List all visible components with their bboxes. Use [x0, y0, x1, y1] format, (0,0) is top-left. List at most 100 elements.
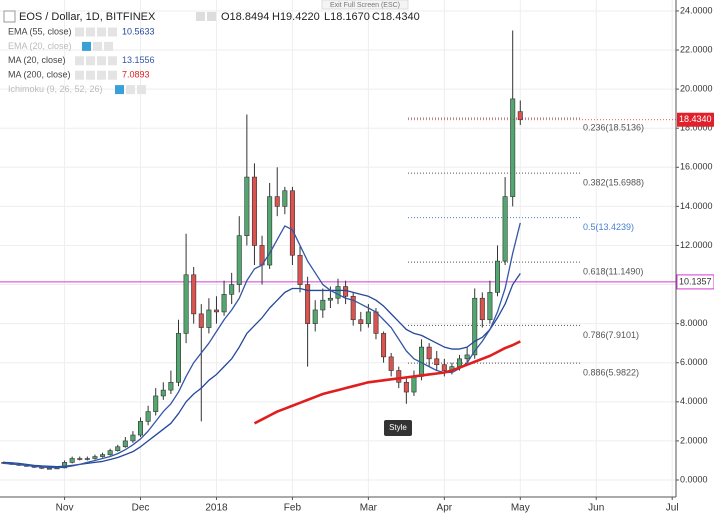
fullscreen-hint[interactable]: Exit Full Screen (ESC): [330, 2, 400, 9]
y-tick-label: 22.0000: [680, 44, 713, 54]
candle-body: [373, 311, 379, 334]
candle-body: [160, 389, 166, 397]
candle-body: [434, 358, 440, 365]
fib-label: 0.5(13.4239): [583, 222, 634, 232]
ohlc-high: H19.4220: [272, 11, 320, 23]
y-tick-label: 14.0000: [680, 201, 713, 211]
fib-label: 0.236(18.5136): [583, 123, 644, 133]
indicator-line: [3, 222, 521, 469]
legend-icon[interactable]: [86, 56, 95, 66]
candle-body: [403, 381, 409, 393]
y-tick-label: 0.0000: [680, 474, 708, 484]
candle-body: [84, 458, 90, 460]
candle-body: [213, 309, 219, 313]
legend-icon[interactable]: [108, 27, 117, 37]
legend-icon[interactable]: [75, 70, 84, 80]
candle-body: [441, 364, 447, 371]
candle-body: [274, 196, 280, 207]
candle-body: [289, 190, 295, 256]
icon[interactable]: [196, 12, 205, 21]
candle-body: [145, 411, 151, 422]
candle-body: [191, 274, 197, 315]
plot: 0.236(18.5136) 0.382(15.6988) 0.5(13.4239)…: [0, 30, 676, 470]
header-icons: [196, 12, 216, 21]
candle-body: [464, 354, 470, 360]
y-tick-label: 6.0000: [680, 357, 708, 367]
candle-body: [320, 299, 326, 311]
candle-body: [62, 462, 68, 469]
legend-icon[interactable]: [86, 27, 95, 37]
x-tick-label: Jun: [588, 503, 604, 514]
icon[interactable]: [207, 12, 216, 21]
candle-body: [130, 434, 136, 442]
fib-label: 0.886(5.9822): [583, 367, 639, 377]
candle-body: [100, 454, 106, 457]
fullscreen-hint-box[interactable]: [321, 0, 409, 10]
candle-body: [457, 358, 463, 367]
legend-icon[interactable]: [108, 56, 117, 66]
candle-body: [365, 311, 371, 324]
candle-body: [138, 421, 144, 436]
candle-body: [77, 458, 83, 460]
candle-body: [183, 274, 189, 334]
last-price-tag: [677, 112, 714, 127]
legend-icon[interactable]: [126, 85, 135, 95]
fib-label: 0.618(11.1490): [583, 266, 643, 276]
grid: [0, 0, 676, 497]
legend-icon[interactable]: [97, 27, 106, 37]
collapse-icon[interactable]: [3, 10, 16, 23]
candle-body: [115, 446, 121, 451]
tooltip-box: [384, 420, 412, 436]
legend-value: 10.5633: [122, 26, 155, 36]
legend-icon[interactable]: [86, 70, 95, 80]
x-tick-label: May: [511, 503, 530, 514]
candle-body: [69, 458, 75, 463]
candle-body: [297, 254, 303, 285]
legend-value: 7.0893: [122, 70, 150, 80]
legend-icon[interactable]: [93, 41, 102, 51]
symbol-title: EOS / Dollar, 1D, BITFINEX: [19, 11, 156, 23]
legend-icon[interactable]: [75, 27, 84, 37]
candle-body: [244, 176, 250, 236]
legend-icon[interactable]: [97, 56, 106, 66]
legend-label: MA (20, close): [8, 55, 66, 65]
candle-body: [426, 346, 432, 360]
legend-value: 13.1556: [122, 55, 155, 65]
candle-body: [381, 333, 387, 358]
y-tick-label: 12.0000: [680, 240, 713, 250]
candle-body: [517, 111, 523, 121]
candle-body: [479, 297, 485, 321]
legend-icon[interactable]: [97, 70, 106, 80]
legend-icon[interactable]: [82, 41, 91, 51]
ohlc-open: O18.8494: [221, 11, 269, 23]
candle-body: [358, 319, 364, 324]
y-tick-label: 20.0000: [680, 83, 713, 93]
candle-body: [229, 284, 235, 295]
legend-hidden-label: Ichimoku (9, 26, 52, 26): [8, 84, 103, 94]
horizontal-line-label: 10.1357: [679, 276, 712, 286]
candle-body: [92, 456, 98, 459]
horizontal-line-tag: [676, 274, 714, 290]
y-tick-label: 4.0000: [680, 396, 708, 406]
legend-icon[interactable]: [115, 85, 124, 95]
fib-label: 0.786(7.9101): [583, 330, 639, 340]
y-tick-label: 2.0000: [680, 435, 708, 445]
legend-icon[interactable]: [104, 41, 113, 51]
last-price-label: 18.4340: [679, 114, 712, 124]
axes: 24.0000 22.0000 20.0000 18.0000 16.0000 14.00…: [56, 5, 714, 514]
candle-body: [502, 196, 508, 262]
candle-body: [282, 190, 288, 207]
legend-icon[interactable]: [108, 70, 117, 80]
candle-body: [510, 98, 516, 197]
x-tick-label: Mar: [360, 503, 378, 514]
candle-body: [350, 295, 356, 321]
candle-body: [305, 284, 311, 324]
legend-icon[interactable]: [75, 56, 84, 66]
x-tick-label: Jul: [666, 503, 679, 514]
legend-label: MA (200, close): [8, 70, 71, 80]
candle-body: [487, 292, 493, 321]
legend-icon[interactable]: [137, 85, 146, 95]
candle-body: [168, 381, 174, 391]
